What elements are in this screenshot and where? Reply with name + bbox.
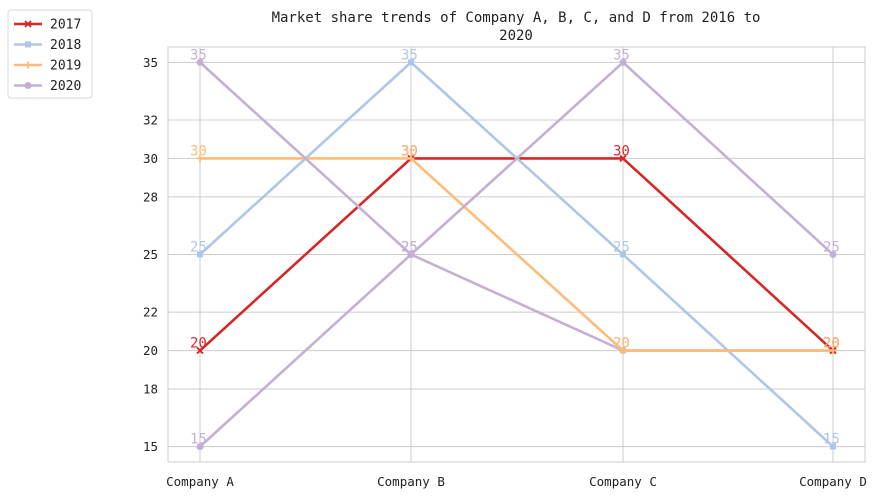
data-label: 20 <box>613 336 630 352</box>
y-tick-label: 18 <box>143 381 158 396</box>
data-label: 20 <box>190 336 207 352</box>
data-label: 15 <box>190 432 207 448</box>
x-tick-label: Company A <box>166 474 234 489</box>
y-tick-label: 28 <box>143 189 158 204</box>
data-label: 30 <box>401 143 418 159</box>
series-line-2020 <box>199 61 834 256</box>
circle-marker <box>619 58 627 66</box>
y-tick-label: 25 <box>143 247 158 262</box>
square-marker <box>620 251 626 258</box>
data-label: 35 <box>613 47 630 63</box>
y-tick-label: 30 <box>143 151 158 166</box>
circle-marker <box>829 251 837 258</box>
x-axis: Company A Company B Company C Company D <box>166 474 867 489</box>
y-axis: 15 18 20 22 25 28 30 32 35 <box>143 55 158 454</box>
legend-label-2018: 2018 <box>50 38 81 53</box>
data-label: 25 <box>401 240 418 256</box>
data-label: 25 <box>401 240 418 256</box>
data-label: 35 <box>401 47 418 63</box>
data-label: 25 <box>190 240 207 256</box>
square-marker <box>197 251 203 258</box>
data-label: 15 <box>823 432 840 448</box>
circle-marker <box>407 251 415 258</box>
x-tick-label: Company B <box>377 474 445 489</box>
x-tick-label: Company D <box>799 474 867 489</box>
x-marker-stroke <box>619 154 627 163</box>
legend-label-2019: 2019 <box>50 59 81 74</box>
y-tick-label: 15 <box>143 439 158 454</box>
data-label: 25 <box>823 240 840 256</box>
y-tick-label: 32 <box>143 113 158 128</box>
y-tick-label: 22 <box>143 305 158 320</box>
circle-marker <box>24 82 32 89</box>
series-2020 <box>196 58 837 258</box>
plus-marker <box>24 61 32 69</box>
x-marker <box>619 154 627 163</box>
circle-marker <box>196 443 204 451</box>
square-marker <box>830 443 836 450</box>
circle-marker <box>196 58 204 66</box>
legend: 2017 2018 2019 2020 <box>7 9 93 99</box>
data-label: 30 <box>401 143 418 159</box>
chart-title-line1: Market share trends of Company A, B, C, … <box>272 10 761 26</box>
plus-marker <box>829 347 837 355</box>
y-tick-label: 35 <box>143 55 158 70</box>
data-label: 20 <box>823 336 840 352</box>
square-marker <box>25 41 31 48</box>
x-marker-stroke <box>24 20 32 28</box>
data-label: 20 <box>823 336 840 352</box>
x-marker <box>24 20 32 28</box>
x-marker <box>196 346 204 355</box>
square-marker <box>408 59 414 66</box>
plus-marker <box>407 154 415 162</box>
y-tick-label: 20 <box>143 343 158 358</box>
data-label: 25 <box>613 240 630 256</box>
legend-label-2020: 2020 <box>50 79 81 94</box>
series-group <box>196 58 837 451</box>
legend-box <box>7 9 93 99</box>
x-tick-label: Company C <box>589 474 657 489</box>
data-label: 30 <box>613 143 630 159</box>
data-label: 20 <box>613 336 630 352</box>
plus-marker <box>196 154 204 162</box>
data-label: 30 <box>190 143 207 159</box>
plus-marker <box>619 347 627 355</box>
plot-frame <box>167 46 866 463</box>
chart-title-line2: 2020 <box>499 28 533 44</box>
data-label: 20 <box>823 336 840 352</box>
data-label: 35 <box>190 47 207 63</box>
legend-label-2017: 2017 <box>50 18 81 33</box>
x-marker-stroke <box>196 346 204 355</box>
